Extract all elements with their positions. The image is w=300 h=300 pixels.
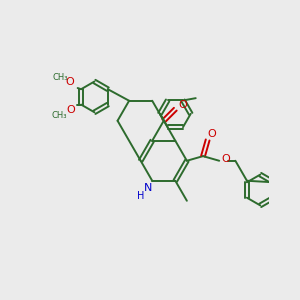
Text: H: H [137, 191, 144, 201]
Text: O: O [66, 105, 75, 115]
Text: O: O [207, 129, 216, 139]
Text: N: N [143, 184, 152, 194]
Text: CH₃: CH₃ [53, 73, 68, 82]
Text: CH₃: CH₃ [52, 111, 67, 120]
Text: O: O [178, 100, 188, 110]
Text: O: O [66, 77, 74, 87]
Text: O: O [222, 154, 230, 164]
